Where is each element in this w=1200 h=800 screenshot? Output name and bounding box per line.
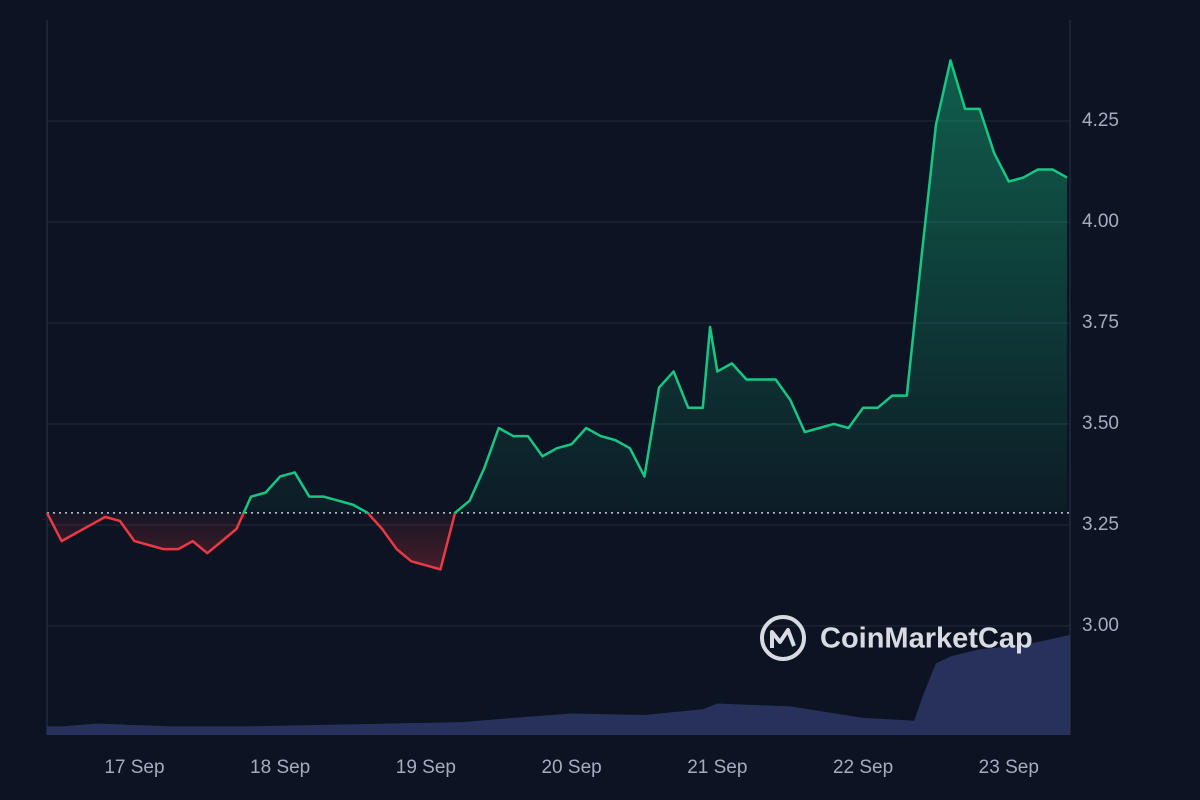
price-area <box>47 60 1068 570</box>
x-tick-label: 18 Sep <box>250 757 310 778</box>
watermark-logo-mark <box>770 628 796 648</box>
y-tick-label: 4.00 <box>1082 211 1119 232</box>
y-tick-label: 4.25 <box>1082 110 1119 131</box>
x-tick-label: 17 Sep <box>104 757 164 778</box>
watermark-text: CoinMarketCap <box>820 623 1033 655</box>
volume-area <box>47 634 1070 735</box>
x-tick-label: 23 Sep <box>979 757 1039 778</box>
watermark: CoinMarketCap <box>760 615 1033 661</box>
y-tick-label: 3.00 <box>1082 615 1119 636</box>
watermark-logo <box>760 615 806 661</box>
x-tick-label: 22 Sep <box>833 757 893 778</box>
y-tick-label: 3.25 <box>1082 514 1119 535</box>
x-tick-label: 21 Sep <box>687 757 747 778</box>
price-line <box>45 59 1068 571</box>
y-tick-label: 3.50 <box>1082 413 1119 434</box>
x-tick-label: 20 Sep <box>541 757 601 778</box>
y-tick-label: 3.75 <box>1082 312 1119 333</box>
x-tick-label: 19 Sep <box>396 757 456 778</box>
